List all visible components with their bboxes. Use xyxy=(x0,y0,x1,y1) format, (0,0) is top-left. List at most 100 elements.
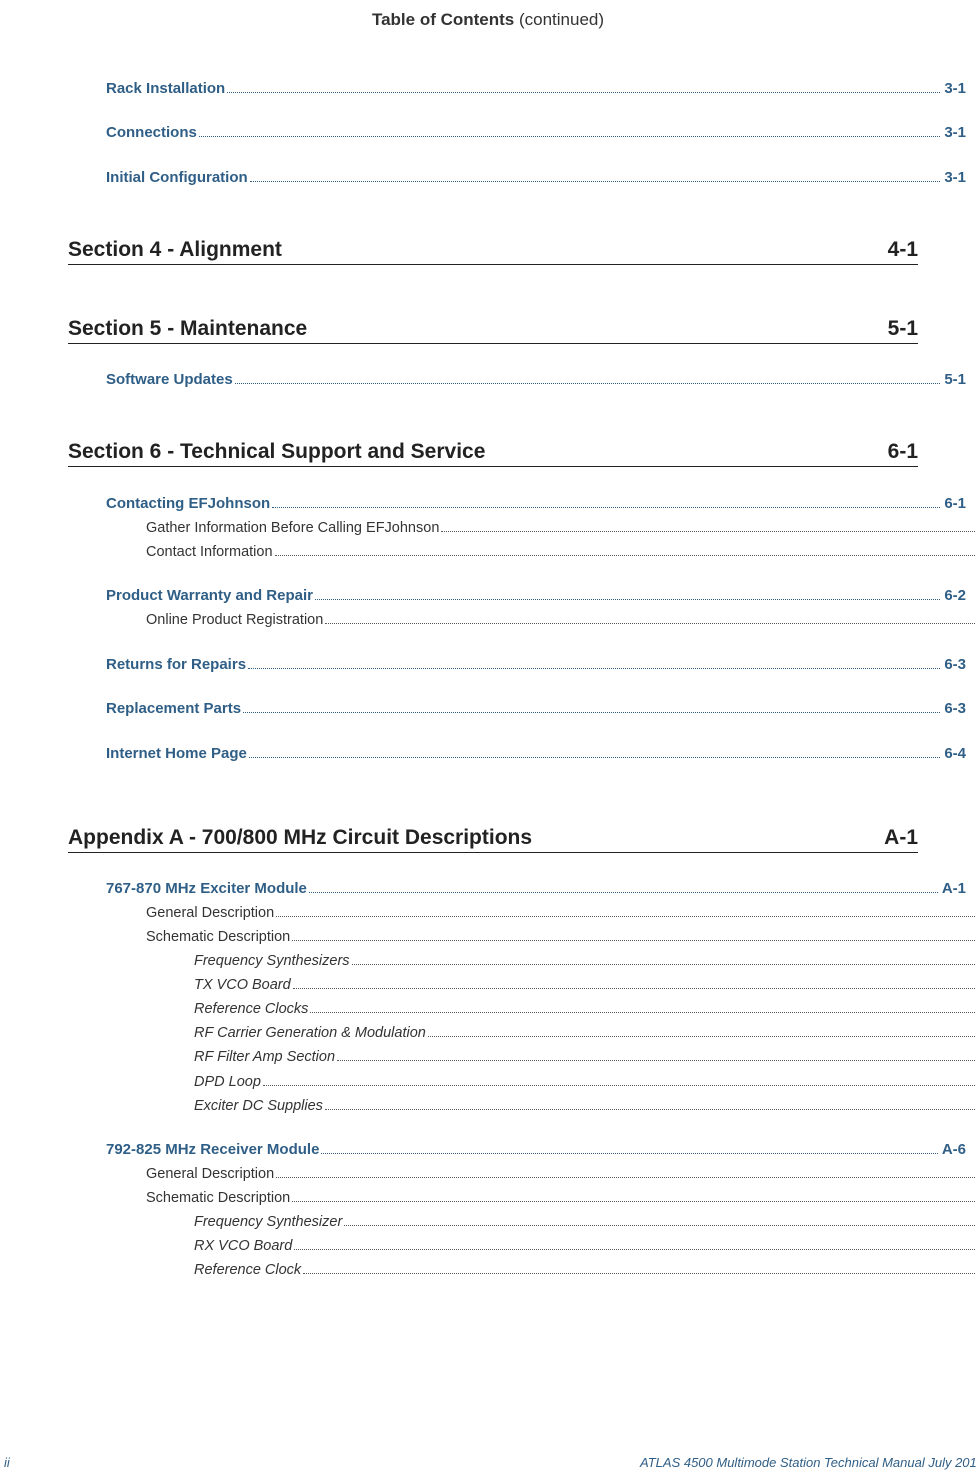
toc-entry[interactable]: 792-825 MHz Receiver Module A-6 xyxy=(106,1140,966,1159)
toc-entry-label: Contacting EFJohnson xyxy=(106,495,270,512)
section-heading[interactable]: Appendix A - 700/800 MHz Circuit Descrip… xyxy=(68,826,918,853)
toc-dots xyxy=(248,654,940,669)
toc-entry-label: Reference Clocks xyxy=(194,1001,308,1017)
page-title: Table of Contents (continued) xyxy=(58,10,918,30)
toc-dots xyxy=(441,518,976,532)
toc-dots xyxy=(199,123,940,138)
section-page: A-1 xyxy=(884,826,918,850)
footer-page-number: ii xyxy=(4,1455,10,1470)
section-title: Section 5 - Maintenance xyxy=(68,317,307,341)
section-title: Appendix A - 700/800 MHz Circuit Descrip… xyxy=(68,826,532,850)
toc-entry[interactable]: DPD Loop A-5 xyxy=(194,1071,976,1089)
toc-entry[interactable]: RX VCO Board A-7 xyxy=(194,1236,976,1254)
toc-entry-label: Internet Home Page xyxy=(106,745,247,762)
section-title: Section 4 - Alignment xyxy=(68,238,282,262)
toc-dots xyxy=(352,951,976,965)
toc-entry[interactable]: Replacement Parts 6-3 xyxy=(106,699,966,718)
toc-dots xyxy=(249,743,940,758)
toc-entry-page: A-6 xyxy=(942,1141,966,1158)
toc-dots xyxy=(263,1071,976,1085)
toc-entry[interactable]: Reference Clocks A-3 xyxy=(194,999,976,1017)
page-footer: ii ATLAS 4500 Multimode Station Technica… xyxy=(0,1455,976,1470)
toc-dots xyxy=(276,1164,976,1178)
toc-entry-label: Software Updates xyxy=(106,371,233,388)
section-title: Section 6 - Technical Support and Servic… xyxy=(68,440,485,464)
toc-entry-label: Initial Configuration xyxy=(106,169,248,186)
toc-entry-label: Replacement Parts xyxy=(106,700,241,717)
toc-entry-page: 6-3 xyxy=(944,700,966,717)
toc-entry-page: 3-1 xyxy=(944,124,966,141)
toc-dots xyxy=(275,542,976,556)
toc-entry-page: 5-1 xyxy=(944,371,966,388)
page-container: Table of Contents (continued) Rack Insta… xyxy=(0,0,976,1478)
toc-entry[interactable]: Product Warranty and Repair 6-2 xyxy=(106,586,966,605)
toc-dots xyxy=(250,167,941,182)
section-page: 5-1 xyxy=(888,317,918,341)
toc-entry-label: RF Filter Amp Section xyxy=(194,1049,335,1065)
toc-entry[interactable]: General Description A-6 xyxy=(146,1164,976,1182)
toc-dots xyxy=(227,78,940,93)
toc-entry[interactable]: Software Updates 5-1 xyxy=(106,370,966,389)
toc-dots xyxy=(337,1047,976,1061)
section-heading[interactable]: Section 6 - Technical Support and Servic… xyxy=(68,440,918,467)
toc-entry[interactable]: Reference Clock A-8 xyxy=(194,1260,976,1278)
toc-entry-label: TX VCO Board xyxy=(194,977,291,993)
toc-entry[interactable]: Exciter DC Supplies A-6 xyxy=(194,1096,976,1114)
toc-entry[interactable]: Internet Home Page 6-4 xyxy=(106,743,966,762)
toc-entry-label: DPD Loop xyxy=(194,1074,261,1090)
toc-entry[interactable]: 767-870 MHz Exciter Module A-1 xyxy=(106,879,966,898)
section-heading[interactable]: Section 4 - Alignment 4-1 xyxy=(68,238,918,265)
section-heading[interactable]: Section 5 - Maintenance 5-1 xyxy=(68,317,918,344)
toc-dots xyxy=(344,1212,976,1226)
toc-entry[interactable]: Frequency Synthesizers A-2 xyxy=(194,951,976,969)
toc-entry[interactable]: Returns for Repairs 6-3 xyxy=(106,654,966,673)
toc-entry[interactable]: Rack Installation 3-1 xyxy=(106,78,966,97)
toc-entry[interactable]: Online Product Registration 6-3 xyxy=(146,610,976,628)
toc-entry-page: A-1 xyxy=(942,880,966,897)
toc-entry[interactable]: TX VCO Board A-3 xyxy=(194,975,976,993)
toc-entry-label: Contact Information xyxy=(146,544,273,560)
toc-entry-page: 3-1 xyxy=(944,80,966,97)
title-bold: Table of Contents xyxy=(372,10,514,29)
toc-entry-label: General Description xyxy=(146,905,274,921)
toc-entry[interactable]: Frequency Synthesizer A-7 xyxy=(194,1212,976,1230)
toc-entry-page: 6-4 xyxy=(944,745,966,762)
toc-entry-label: Schematic Description xyxy=(146,929,290,945)
toc-entry[interactable]: Initial Configuration 3-1 xyxy=(106,167,966,186)
toc-entry[interactable]: Gather Information Before Calling EFJohn… xyxy=(146,518,976,536)
toc-entry-label: RX VCO Board xyxy=(194,1238,292,1254)
toc-dots xyxy=(321,1140,937,1155)
toc-entry-label: RF Carrier Generation & Modulation xyxy=(194,1025,426,1041)
title-rest: (continued) xyxy=(514,10,604,29)
toc-entry-label: Frequency Synthesizers xyxy=(194,953,350,969)
toc-dots xyxy=(428,1023,976,1037)
toc-dots xyxy=(276,903,976,917)
toc-entry-page: 6-3 xyxy=(944,656,966,673)
footer-manual-title: ATLAS 4500 Multimode Station Technical M… xyxy=(640,1455,976,1470)
toc-entry-label: Reference Clock xyxy=(194,1262,301,1278)
toc-entry[interactable]: Contacting EFJohnson 6-1 xyxy=(106,493,966,512)
toc-entry-label: Connections xyxy=(106,124,197,141)
toc-entry-label: Online Product Registration xyxy=(146,612,323,628)
toc-entry[interactable]: Schematic Description A-7 xyxy=(146,1188,976,1206)
toc-body: Rack Installation 3-1Connections 3-1Init… xyxy=(58,78,918,1278)
toc-dots xyxy=(293,975,976,989)
toc-dots xyxy=(235,370,941,385)
toc-entry-label: 767-870 MHz Exciter Module xyxy=(106,880,307,897)
toc-entry[interactable]: General Description A-2 xyxy=(146,903,976,921)
toc-entry-label: Exciter DC Supplies xyxy=(194,1098,323,1114)
toc-entry[interactable]: RF Filter Amp Section A-4 xyxy=(194,1047,976,1065)
toc-dots xyxy=(325,1096,976,1110)
toc-dots xyxy=(315,586,940,601)
toc-entry-label: Product Warranty and Repair xyxy=(106,587,313,604)
toc-entry[interactable]: Schematic Description A-2 xyxy=(146,927,976,945)
toc-entry-label: Rack Installation xyxy=(106,80,225,97)
toc-dots xyxy=(309,879,938,894)
section-page: 4-1 xyxy=(888,238,918,262)
toc-entry-page: 6-1 xyxy=(944,495,966,512)
toc-entry[interactable]: RF Carrier Generation & Modulation A-4 xyxy=(194,1023,976,1041)
toc-dots xyxy=(292,927,976,941)
toc-entry[interactable]: Connections 3-1 xyxy=(106,123,966,142)
toc-entry-label: Gather Information Before Calling EFJohn… xyxy=(146,520,439,536)
toc-entry[interactable]: Contact Information 6-1 xyxy=(146,542,976,560)
